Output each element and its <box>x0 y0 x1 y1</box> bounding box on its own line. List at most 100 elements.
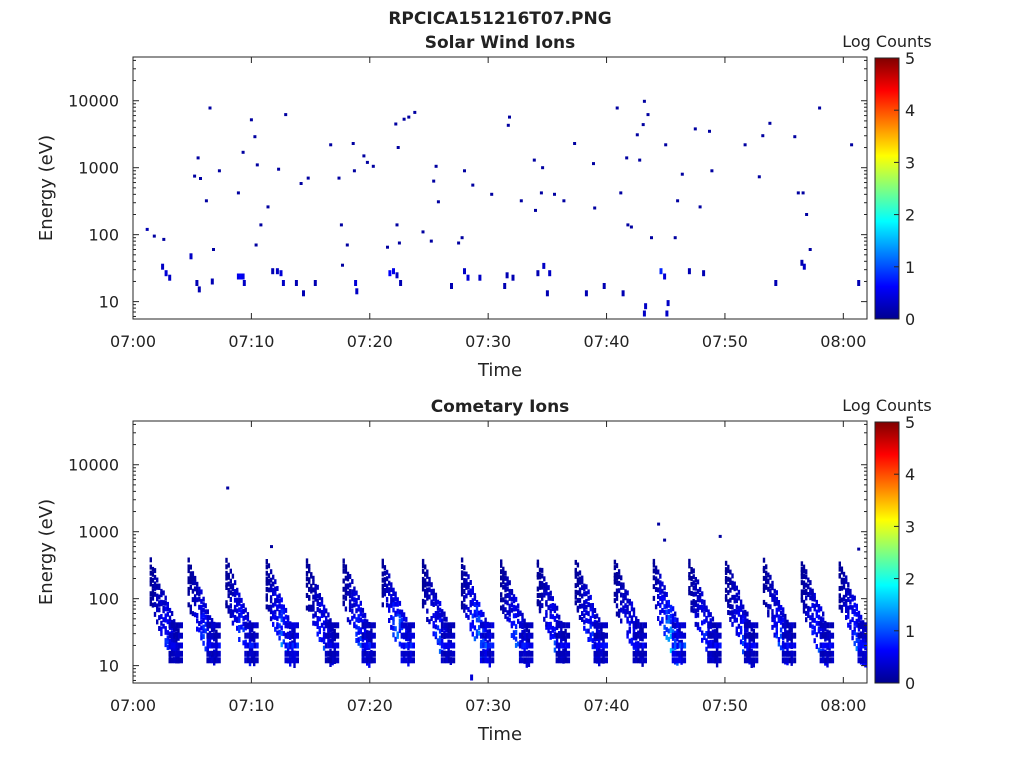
burst-cell <box>755 657 759 664</box>
burst-cell <box>213 650 217 657</box>
burst-cell <box>398 641 402 647</box>
burst-cell <box>773 614 776 620</box>
burst-cell <box>838 593 841 599</box>
burst-cell <box>253 622 257 629</box>
burst-cell <box>149 596 152 602</box>
burst-cell <box>853 626 856 632</box>
burst-cell <box>484 636 487 642</box>
burst-cell <box>657 569 660 575</box>
burst-cell <box>775 607 778 613</box>
burst-cell <box>663 591 666 597</box>
burst-cell <box>388 603 391 609</box>
burst-cell <box>158 615 161 621</box>
burst-cell <box>748 657 752 664</box>
burst-cell <box>793 657 797 664</box>
burst-cell <box>396 608 399 614</box>
burst-cell <box>517 641 520 647</box>
data-cell <box>503 283 507 289</box>
burst-cell <box>600 622 604 629</box>
burst-cell <box>351 589 354 595</box>
burst-cell <box>484 632 488 639</box>
burst-cell <box>788 657 792 664</box>
colorbar-tick-label: 5 <box>905 413 915 432</box>
burst-cell <box>674 650 677 657</box>
burst-cell <box>346 571 350 577</box>
burst-cell <box>191 571 195 577</box>
burst-cell <box>711 622 715 629</box>
burst-cell <box>842 577 846 583</box>
x-axis: 07:00 07:10 07:20 07:30 07:40 07:50 08:00 <box>110 421 866 715</box>
burst-cell <box>164 642 167 648</box>
burst-cell <box>530 632 534 639</box>
burst-cell <box>213 626 216 632</box>
burst-cell <box>727 599 730 605</box>
data-cell <box>241 150 245 154</box>
burst-cell <box>514 636 518 642</box>
burst-cell <box>438 628 442 634</box>
data-cell <box>592 162 595 166</box>
burst-cell <box>517 612 520 618</box>
burst-cell <box>549 624 552 630</box>
burst-cell <box>233 580 237 586</box>
burst-cell <box>779 615 783 621</box>
burst-cell <box>696 612 700 618</box>
burst-cell <box>620 582 623 588</box>
burst-cell <box>729 610 732 616</box>
burst-cell <box>709 642 713 649</box>
burst-cell <box>450 657 453 664</box>
burst-cell <box>530 657 534 664</box>
burst-cell <box>436 625 440 631</box>
burst-cell <box>480 639 483 645</box>
burst-cell <box>282 619 285 625</box>
burst-cell <box>383 582 387 588</box>
burst-cell <box>615 611 619 617</box>
burst-cell <box>514 624 518 630</box>
burst-cell <box>793 642 797 649</box>
burst-cell <box>193 594 197 600</box>
burst-cell <box>558 648 561 654</box>
burst-cell <box>523 618 526 624</box>
burst-cell <box>671 613 675 619</box>
burst-cell <box>168 632 172 639</box>
y-tick-label: 1000 <box>78 523 119 542</box>
burst-cell <box>589 615 592 621</box>
burst-cell <box>460 557 464 563</box>
burst-cell <box>864 662 867 668</box>
burst-cell <box>504 582 507 588</box>
data-cell <box>396 146 400 149</box>
burst-cell <box>225 585 228 590</box>
burst-cell <box>450 632 453 639</box>
burst-cell <box>366 632 369 639</box>
burst-cell <box>849 619 852 625</box>
burst-cell <box>274 601 277 607</box>
burst-cell <box>200 625 203 631</box>
burst-cell <box>807 608 810 614</box>
burst-cell <box>849 624 852 630</box>
burst-cell <box>692 602 695 608</box>
burst-cell <box>641 636 644 642</box>
burst-cell <box>669 634 673 639</box>
burst-cell <box>581 579 584 585</box>
burst-cell <box>807 583 810 589</box>
burst-cell <box>331 626 334 632</box>
burst-cell <box>731 610 734 616</box>
burst-cell <box>644 650 647 657</box>
burst-cell <box>284 614 288 620</box>
burst-cell <box>410 642 413 649</box>
burst-cell <box>805 569 808 575</box>
burst-cell <box>440 650 444 657</box>
burst-cell <box>724 579 728 585</box>
burst-cell <box>521 650 524 657</box>
burst-cell <box>805 595 808 601</box>
burst-cell <box>853 595 856 601</box>
burst-cell <box>405 642 408 649</box>
burst-cell <box>869 657 872 663</box>
data-cell <box>354 280 358 286</box>
burst-cell <box>385 583 389 589</box>
burst-cell <box>400 612 404 618</box>
burst-cell <box>305 605 309 611</box>
burst-cell <box>469 580 472 585</box>
burst-cell <box>845 615 848 620</box>
data-cell <box>693 127 697 131</box>
burst-cell <box>289 642 292 649</box>
